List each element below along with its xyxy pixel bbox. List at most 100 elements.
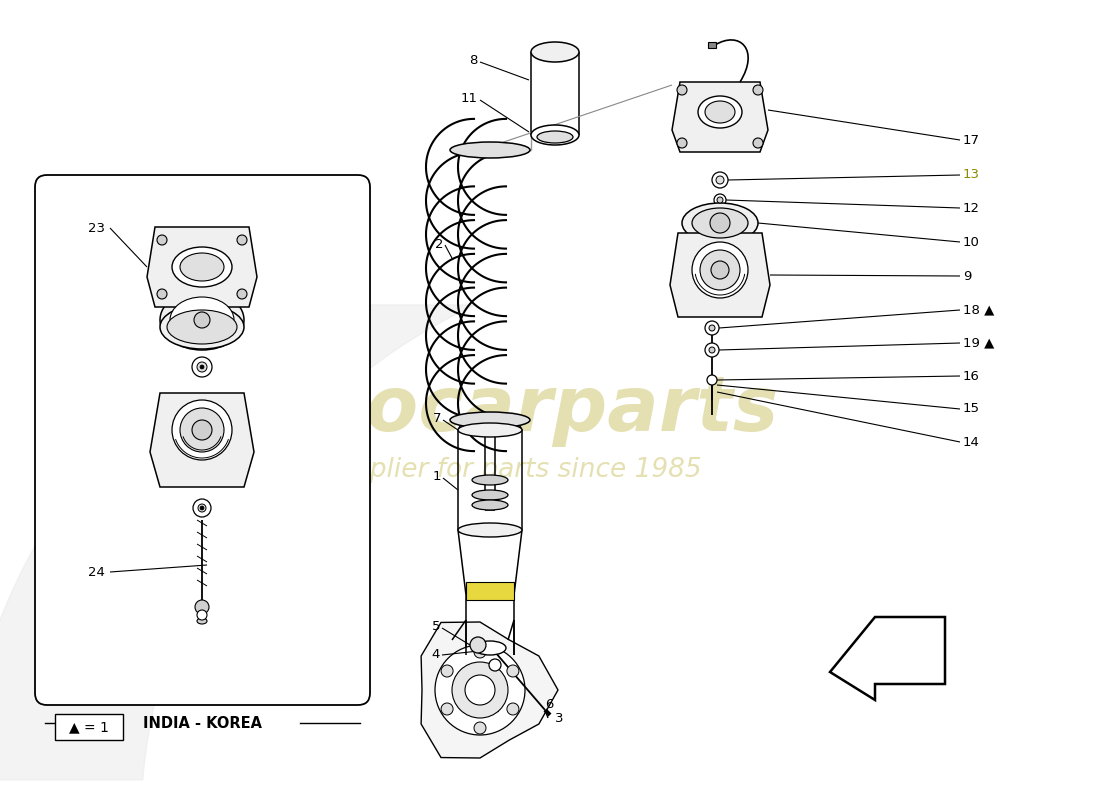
Text: 7: 7	[432, 413, 441, 426]
Circle shape	[198, 504, 206, 512]
Circle shape	[192, 499, 211, 517]
Ellipse shape	[160, 290, 244, 350]
Circle shape	[710, 347, 715, 353]
Ellipse shape	[458, 423, 522, 437]
Ellipse shape	[692, 208, 748, 238]
Ellipse shape	[472, 500, 508, 510]
Ellipse shape	[537, 131, 573, 143]
Circle shape	[490, 659, 500, 671]
Text: eurocarparts: eurocarparts	[222, 373, 778, 447]
Circle shape	[754, 85, 763, 95]
Circle shape	[676, 85, 688, 95]
Circle shape	[194, 312, 210, 328]
Circle shape	[712, 172, 728, 188]
Text: 12: 12	[962, 202, 980, 214]
Ellipse shape	[474, 641, 506, 655]
Circle shape	[197, 610, 207, 620]
Circle shape	[434, 645, 525, 735]
Text: 13: 13	[962, 169, 980, 182]
Text: ▲ = 1: ▲ = 1	[69, 720, 109, 734]
Ellipse shape	[472, 490, 508, 500]
Polygon shape	[672, 82, 768, 152]
Circle shape	[465, 675, 495, 705]
Text: 16: 16	[962, 370, 980, 382]
Circle shape	[507, 665, 519, 677]
Polygon shape	[670, 233, 770, 317]
Circle shape	[470, 637, 486, 653]
Text: 15: 15	[962, 402, 980, 415]
Polygon shape	[150, 393, 254, 487]
Text: 8: 8	[470, 54, 478, 67]
Ellipse shape	[531, 125, 579, 145]
Circle shape	[441, 665, 453, 677]
Ellipse shape	[180, 408, 224, 452]
Circle shape	[710, 213, 730, 233]
Text: 23: 23	[88, 222, 104, 234]
Text: 1: 1	[432, 470, 441, 483]
Text: 5: 5	[431, 621, 440, 634]
Polygon shape	[830, 617, 945, 700]
Circle shape	[200, 506, 204, 510]
Text: 17: 17	[962, 134, 980, 146]
Ellipse shape	[450, 142, 530, 158]
Ellipse shape	[698, 96, 742, 128]
Ellipse shape	[458, 523, 522, 537]
Ellipse shape	[180, 253, 224, 281]
Circle shape	[714, 194, 726, 206]
Circle shape	[236, 235, 248, 245]
Circle shape	[705, 343, 719, 357]
Text: 14: 14	[962, 435, 980, 449]
Text: 10: 10	[962, 235, 980, 249]
Circle shape	[474, 646, 486, 658]
Text: 3: 3	[556, 711, 563, 725]
Circle shape	[197, 362, 207, 372]
Circle shape	[195, 600, 209, 614]
Ellipse shape	[172, 247, 232, 287]
Text: 11: 11	[461, 93, 478, 106]
Circle shape	[707, 375, 717, 385]
Text: 6: 6	[544, 698, 553, 711]
Circle shape	[717, 197, 723, 203]
Text: 19 ▲: 19 ▲	[962, 337, 994, 350]
Circle shape	[705, 321, 719, 335]
Circle shape	[754, 138, 763, 148]
Text: 18 ▲: 18 ▲	[962, 303, 994, 317]
Circle shape	[236, 289, 248, 299]
Text: 24: 24	[88, 566, 104, 578]
Text: 4: 4	[431, 647, 440, 661]
Bar	[708, 42, 716, 48]
Ellipse shape	[160, 305, 244, 349]
Ellipse shape	[531, 42, 579, 62]
Circle shape	[507, 703, 519, 715]
Circle shape	[441, 703, 453, 715]
Text: a supplier for parts since 1985: a supplier for parts since 1985	[298, 457, 702, 483]
Circle shape	[452, 662, 508, 718]
Ellipse shape	[700, 250, 740, 290]
Ellipse shape	[705, 101, 735, 123]
Ellipse shape	[170, 297, 234, 343]
Circle shape	[474, 722, 486, 734]
Ellipse shape	[197, 618, 207, 624]
Polygon shape	[421, 622, 558, 758]
Circle shape	[200, 365, 204, 369]
Circle shape	[192, 420, 212, 440]
Circle shape	[676, 138, 688, 148]
Ellipse shape	[692, 242, 748, 298]
Circle shape	[716, 176, 724, 184]
Text: INDIA - KOREA: INDIA - KOREA	[143, 715, 262, 730]
Ellipse shape	[472, 475, 508, 485]
FancyBboxPatch shape	[35, 175, 370, 705]
Circle shape	[192, 357, 212, 377]
Ellipse shape	[450, 412, 530, 428]
Bar	[55, 714, 123, 740]
Circle shape	[157, 289, 167, 299]
Ellipse shape	[682, 203, 758, 243]
Ellipse shape	[167, 310, 236, 344]
Text: 2: 2	[434, 238, 443, 250]
Circle shape	[157, 235, 167, 245]
Circle shape	[710, 325, 715, 331]
Circle shape	[711, 261, 729, 279]
Ellipse shape	[172, 400, 232, 460]
Polygon shape	[147, 227, 257, 307]
Bar	[466, 582, 514, 600]
